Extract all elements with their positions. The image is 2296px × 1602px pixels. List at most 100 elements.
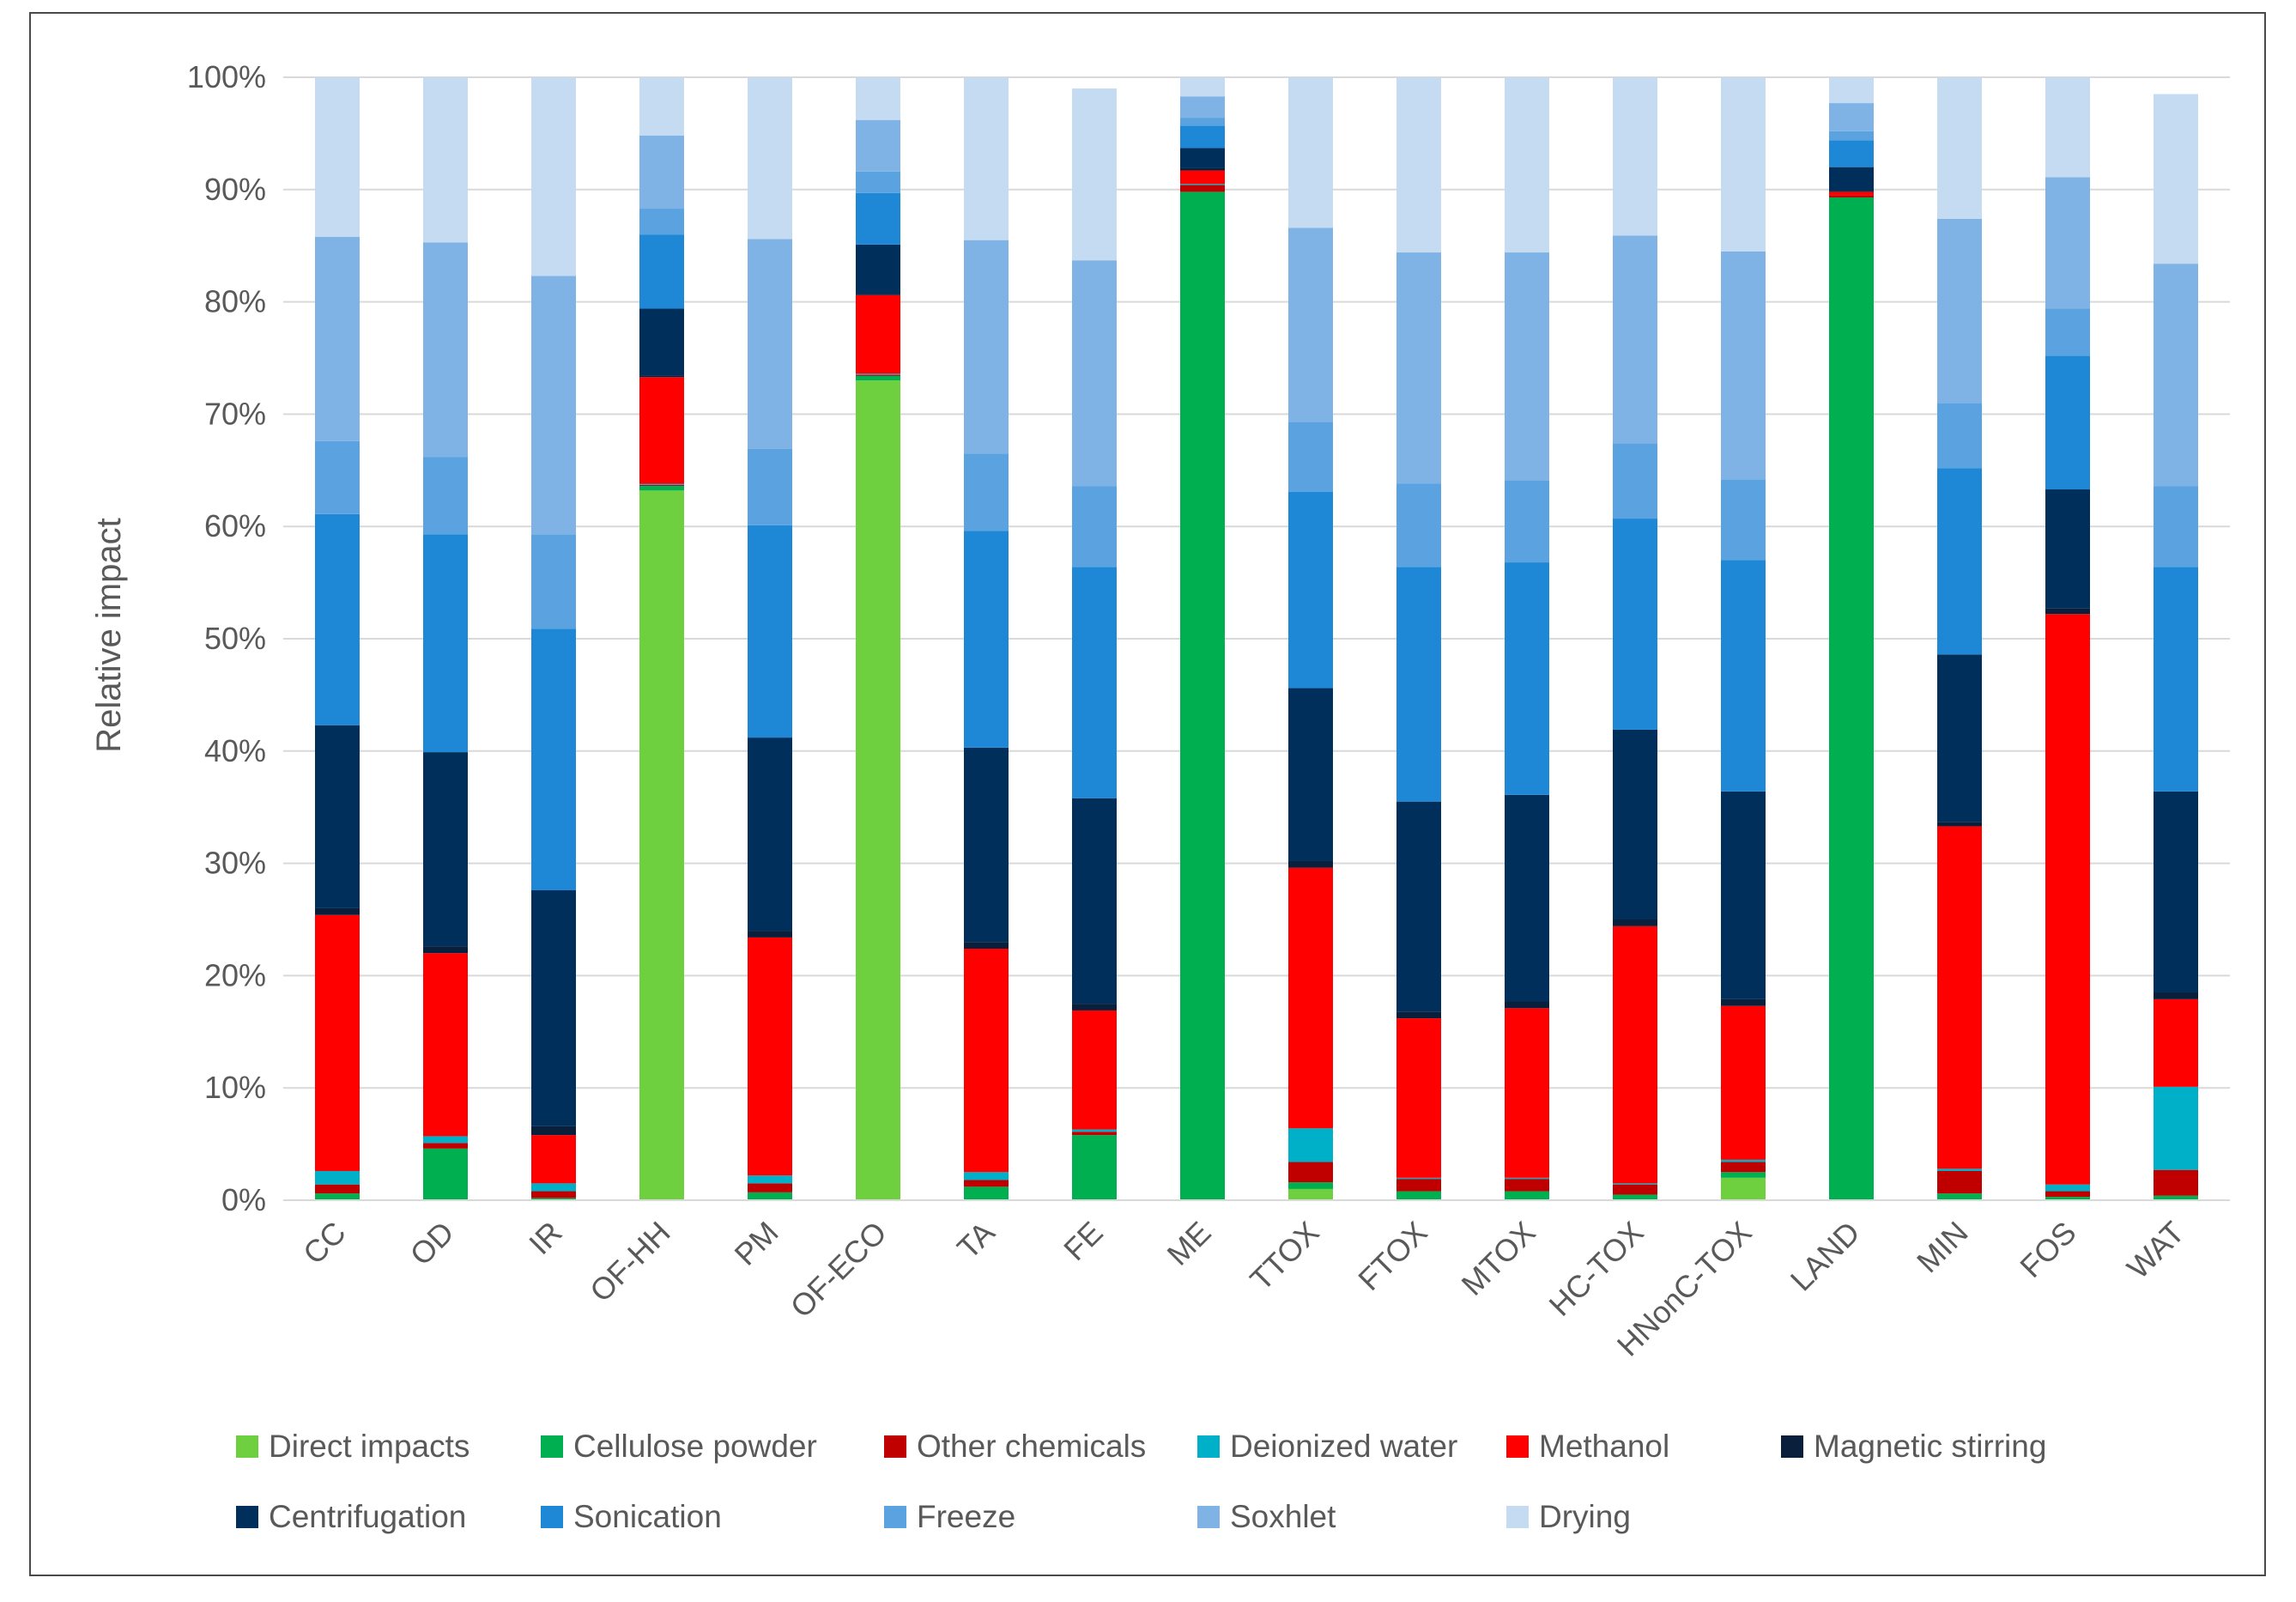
bar-segment-methanol (1829, 191, 1874, 196)
legend-swatch (1781, 1435, 1803, 1458)
bar-segment-deionized-water (1937, 1168, 1982, 1171)
bar-segment-magnetic-stirring (639, 375, 684, 378)
bar-segment-soxhlet (964, 240, 1009, 454)
bar-segment-deionized-water (964, 1172, 1009, 1180)
legend-item: Drying (1506, 1499, 1631, 1535)
x-category-label: TA (950, 1215, 1002, 1266)
bar-segment-sonication (1072, 567, 1117, 798)
legend-item: Deionized water (1197, 1429, 1457, 1465)
bar-segment-freeze (856, 171, 900, 193)
bar-segment-other-chemicals (2154, 1169, 2198, 1196)
bar-segment-sonication (1288, 491, 1333, 689)
x-category-label: OF-ECO (784, 1215, 894, 1325)
legend-swatch (1197, 1435, 1220, 1458)
bar-segment-methanol (531, 1135, 576, 1184)
bar-segment-freeze (964, 453, 1009, 531)
x-category-label: MTOX (1455, 1215, 1542, 1302)
bar-segment-deionized-water (1396, 1177, 1441, 1180)
bar-segment-freeze (1288, 422, 1333, 492)
bar-segment-cellulose-powder (423, 1148, 468, 1200)
bar-segment-centrifugation (1180, 148, 1225, 168)
bar-segment-centrifugation (1613, 729, 1657, 919)
bar-segment-magnetic-stirring (1613, 919, 1657, 926)
bar-segment-freeze (1072, 486, 1117, 567)
legend-swatch (1506, 1435, 1529, 1458)
x-category-label: PM (727, 1215, 785, 1272)
bar-segment-cellulose-powder (856, 375, 900, 381)
chart-frame (29, 12, 2266, 1576)
bar-segment-cellulose-powder (964, 1186, 1009, 1200)
bar-segment-magnetic-stirring (1937, 822, 1982, 827)
bar-segment-methanol (1180, 170, 1225, 185)
bar-segment-deionized-water (1288, 1128, 1333, 1162)
bar-segment-other-chemicals (1829, 195, 1874, 197)
legend: Direct impacts Cellulose powder Other chem… (236, 1425, 2210, 1571)
bar-segment-sonication (639, 234, 684, 309)
bar-segment-methanol (1072, 1010, 1117, 1130)
bar-segment-cellulose-powder (1072, 1135, 1117, 1200)
bar-segment-centrifugation (1505, 794, 1549, 1002)
x-category-label: MIN (1910, 1215, 1975, 1280)
y-tick-label: 100% (187, 59, 266, 94)
bar-segment-deionized-water (1505, 1177, 1549, 1180)
bar-segment-sonication (1180, 125, 1225, 149)
bar-segment-freeze (2045, 308, 2090, 356)
bar-segment-magnetic-stirring (2045, 608, 2090, 615)
bar-segment-drying (315, 77, 360, 237)
bar-segment-drying (639, 77, 684, 137)
bar-segment-sonication (423, 534, 468, 753)
bar-segment-freeze (1937, 403, 1982, 469)
y-tick-label: 90% (204, 172, 266, 207)
bar-segment-deionized-water (1180, 184, 1225, 185)
legend-label: Direct impacts (269, 1429, 470, 1464)
bar-segment-cellulose-powder (1613, 1194, 1657, 1200)
bar-segment-sonication (964, 531, 1009, 748)
bar-segment-soxhlet (1937, 218, 1982, 404)
legend-swatch (884, 1506, 906, 1528)
legend-item: Centrifugation (236, 1499, 466, 1535)
bar-segment-cellulose-powder (531, 1198, 576, 1200)
bar-segment-freeze (1180, 118, 1225, 126)
bars (315, 77, 2198, 1200)
bar-segment-centrifugation (2045, 489, 2090, 609)
bar-segment-sonication (1829, 140, 1874, 167)
bar-segment-deionized-water (1072, 1129, 1117, 1132)
bar-segment-freeze (748, 448, 792, 525)
legend-item: Direct impacts (236, 1429, 469, 1465)
bar-segment-cellulose-powder (639, 486, 684, 491)
bar-segment-other-chemicals (1180, 185, 1225, 192)
bar-segment-freeze (315, 440, 360, 514)
bar-segment-sonication (1505, 562, 1549, 795)
x-category-label: HC-TOX (1542, 1215, 1651, 1323)
bar-segment-drying (1180, 77, 1225, 97)
legend-item: Cellulose powder (541, 1429, 817, 1465)
bar-segment-methanol (315, 914, 360, 1171)
bar-segment-centrifugation (1288, 688, 1333, 861)
legend-label: Soxhlet (1230, 1499, 1336, 1534)
bar-segment-deionized-water (2154, 1086, 2198, 1170)
legend-item: Other chemicals (884, 1429, 1146, 1465)
y-tick-label: 10% (204, 1070, 266, 1105)
y-tick-label: 50% (204, 621, 266, 656)
y-tick-label: 60% (204, 508, 266, 543)
bar-segment-magnetic-stirring (2154, 992, 2198, 999)
bar-segment-soxhlet (315, 236, 360, 441)
bar-segment-freeze (531, 534, 576, 629)
bar-segment-methanol (423, 953, 468, 1137)
bar-segment-other-chemicals (639, 484, 684, 487)
bar-segment-soxhlet (531, 276, 576, 535)
legend-swatch (541, 1435, 563, 1458)
bar-segment-cellulose-powder (1288, 1182, 1333, 1189)
bar-segment-methanol (1396, 1018, 1441, 1178)
bar-segment-other-chemicals (748, 1183, 792, 1192)
legend-label: Other chemicals (917, 1429, 1147, 1464)
bar-segment-other-chemicals (531, 1191, 576, 1198)
bar-segment-soxhlet (2154, 264, 2198, 487)
legend-label: Cellulose powder (573, 1429, 817, 1464)
bar-segment-deionized-water (1613, 1183, 1657, 1185)
bar-segment-direct-impacts (1288, 1188, 1333, 1200)
bar-segment-centrifugation (964, 747, 1009, 943)
bar-segment-centrifugation (531, 889, 576, 1126)
bar-segment-sonication (748, 525, 792, 738)
